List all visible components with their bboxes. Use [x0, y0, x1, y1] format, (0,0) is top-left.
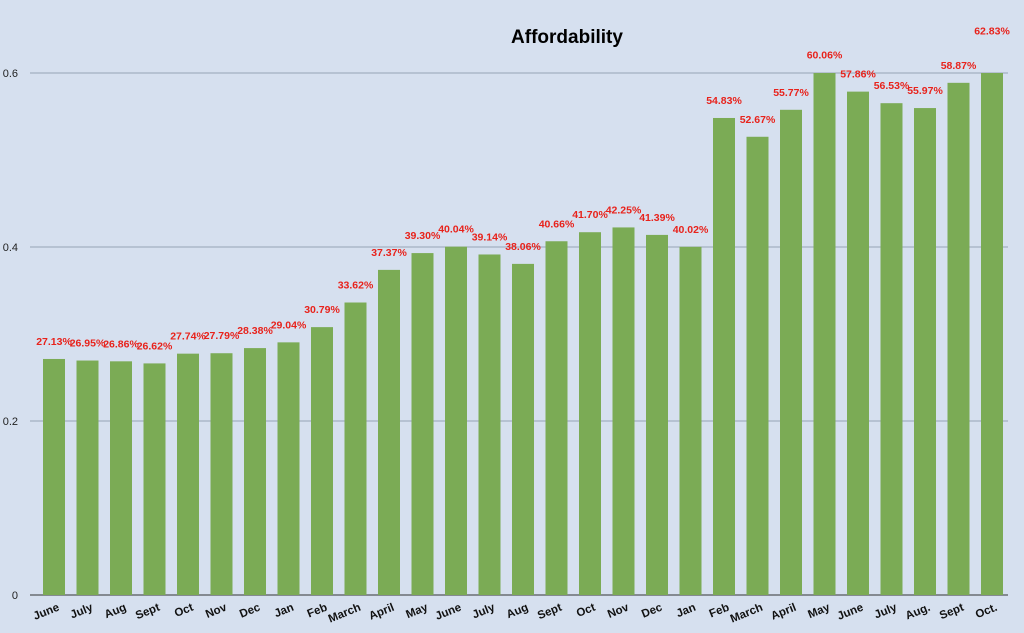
x-tick-label: Nov — [606, 601, 631, 620]
x-tick-label: Aug. — [904, 602, 932, 623]
data-label: 28.38% — [237, 325, 273, 337]
y-tick-label: 0.4 — [3, 242, 18, 254]
bar — [947, 82, 970, 596]
bar — [679, 246, 702, 596]
data-label: 27.79% — [204, 330, 240, 342]
bar — [445, 246, 467, 596]
data-label: 39.30% — [405, 230, 441, 242]
bar — [177, 353, 199, 595]
y-axis-ticks: 0 0.2 0.4 0.6 — [3, 68, 18, 602]
data-label: 37.37% — [371, 247, 407, 259]
data-label: 27.13% — [36, 336, 72, 348]
data-label: 42.25% — [606, 204, 642, 216]
data-label: 55.77% — [773, 87, 809, 99]
data-label: 58.87% — [941, 60, 977, 72]
x-tick-label: Nov — [204, 601, 229, 620]
x-tick-label: Oct — [173, 602, 195, 620]
data-label: 26.62% — [137, 340, 173, 352]
bar — [210, 353, 233, 595]
bar — [612, 227, 635, 596]
data-label: 26.95% — [70, 338, 106, 350]
data-label: 40.04% — [438, 224, 474, 236]
x-tick-label: May — [806, 601, 832, 621]
x-tick-label: June — [836, 602, 865, 623]
bar — [244, 348, 266, 595]
data-label: 29.04% — [271, 319, 307, 331]
x-tick-label: Oct. — [974, 602, 999, 622]
x-tick-label: Aug — [505, 602, 530, 622]
x-tick-label: Feb — [708, 602, 731, 621]
bar — [545, 241, 568, 595]
data-label: 33.62% — [338, 280, 374, 292]
x-tick-label: March — [327, 602, 363, 626]
x-tick-label: July — [873, 601, 899, 621]
bar — [512, 263, 534, 595]
data-label: 40.02% — [673, 224, 709, 236]
x-tick-label: July — [471, 601, 497, 621]
bar — [780, 109, 802, 596]
bar — [43, 358, 65, 595]
data-label: 41.39% — [639, 212, 675, 224]
x-tick-label: May — [404, 601, 430, 621]
bar — [713, 117, 735, 595]
x-tick-label: June — [32, 602, 61, 623]
data-label: 62.83% — [974, 25, 1010, 37]
x-tick-label: April — [769, 602, 798, 623]
bar — [478, 254, 501, 595]
x-tick-label: Dec — [238, 601, 263, 620]
x-tick-label: Sept — [938, 602, 966, 623]
bar — [311, 327, 333, 595]
bar — [76, 360, 99, 595]
data-label: 30.79% — [304, 304, 340, 316]
x-tick-label: Feb — [306, 602, 329, 621]
y-tick-label: 0 — [12, 590, 18, 602]
x-tick-label: June — [434, 602, 463, 623]
x-tick-label: July — [69, 601, 95, 621]
bar — [847, 91, 869, 596]
data-label: 40.66% — [539, 218, 575, 230]
x-tick-label: Aug — [103, 602, 128, 622]
bars — [43, 73, 1003, 596]
bar — [646, 234, 668, 596]
data-label: 41.70% — [572, 209, 608, 221]
data-label: 26.86% — [103, 338, 139, 350]
data-label: 38.06% — [505, 241, 541, 253]
x-tick-label: Jan — [675, 602, 698, 621]
bar — [143, 363, 166, 595]
bar — [981, 73, 1003, 595]
y-tick-label: 0.2 — [3, 416, 18, 428]
data-label: 55.97% — [907, 85, 943, 97]
x-tick-label: April — [367, 602, 396, 623]
x-tick-label: March — [729, 602, 765, 626]
data-label: 56.53% — [874, 80, 910, 92]
x-tick-label: Jan — [273, 602, 296, 621]
bar — [746, 136, 769, 595]
x-tick-label: Oct — [575, 602, 597, 620]
x-tick-label: Dec — [640, 601, 665, 620]
x-tick-label: Sept — [536, 602, 564, 623]
bar — [914, 108, 936, 595]
data-label: 52.67% — [740, 114, 776, 126]
chart-title: Affordability — [511, 27, 623, 48]
bar — [880, 103, 903, 596]
bar — [378, 269, 400, 595]
bar — [411, 253, 434, 595]
bar — [344, 302, 367, 595]
x-tick-label: Sept — [134, 602, 162, 623]
bar — [813, 73, 836, 595]
bar — [110, 361, 132, 595]
data-label: 27.74% — [170, 331, 206, 343]
data-label: 60.06% — [807, 49, 843, 61]
bar — [579, 232, 601, 595]
data-label: 39.14% — [472, 231, 508, 243]
bar — [277, 342, 300, 595]
data-labels: 27.13%26.95%26.86%26.62%27.74%27.79%28.3… — [36, 25, 1010, 352]
y-tick-label: 0.6 — [3, 68, 18, 80]
data-label: 54.83% — [706, 95, 742, 107]
data-label: 57.86% — [840, 69, 876, 81]
